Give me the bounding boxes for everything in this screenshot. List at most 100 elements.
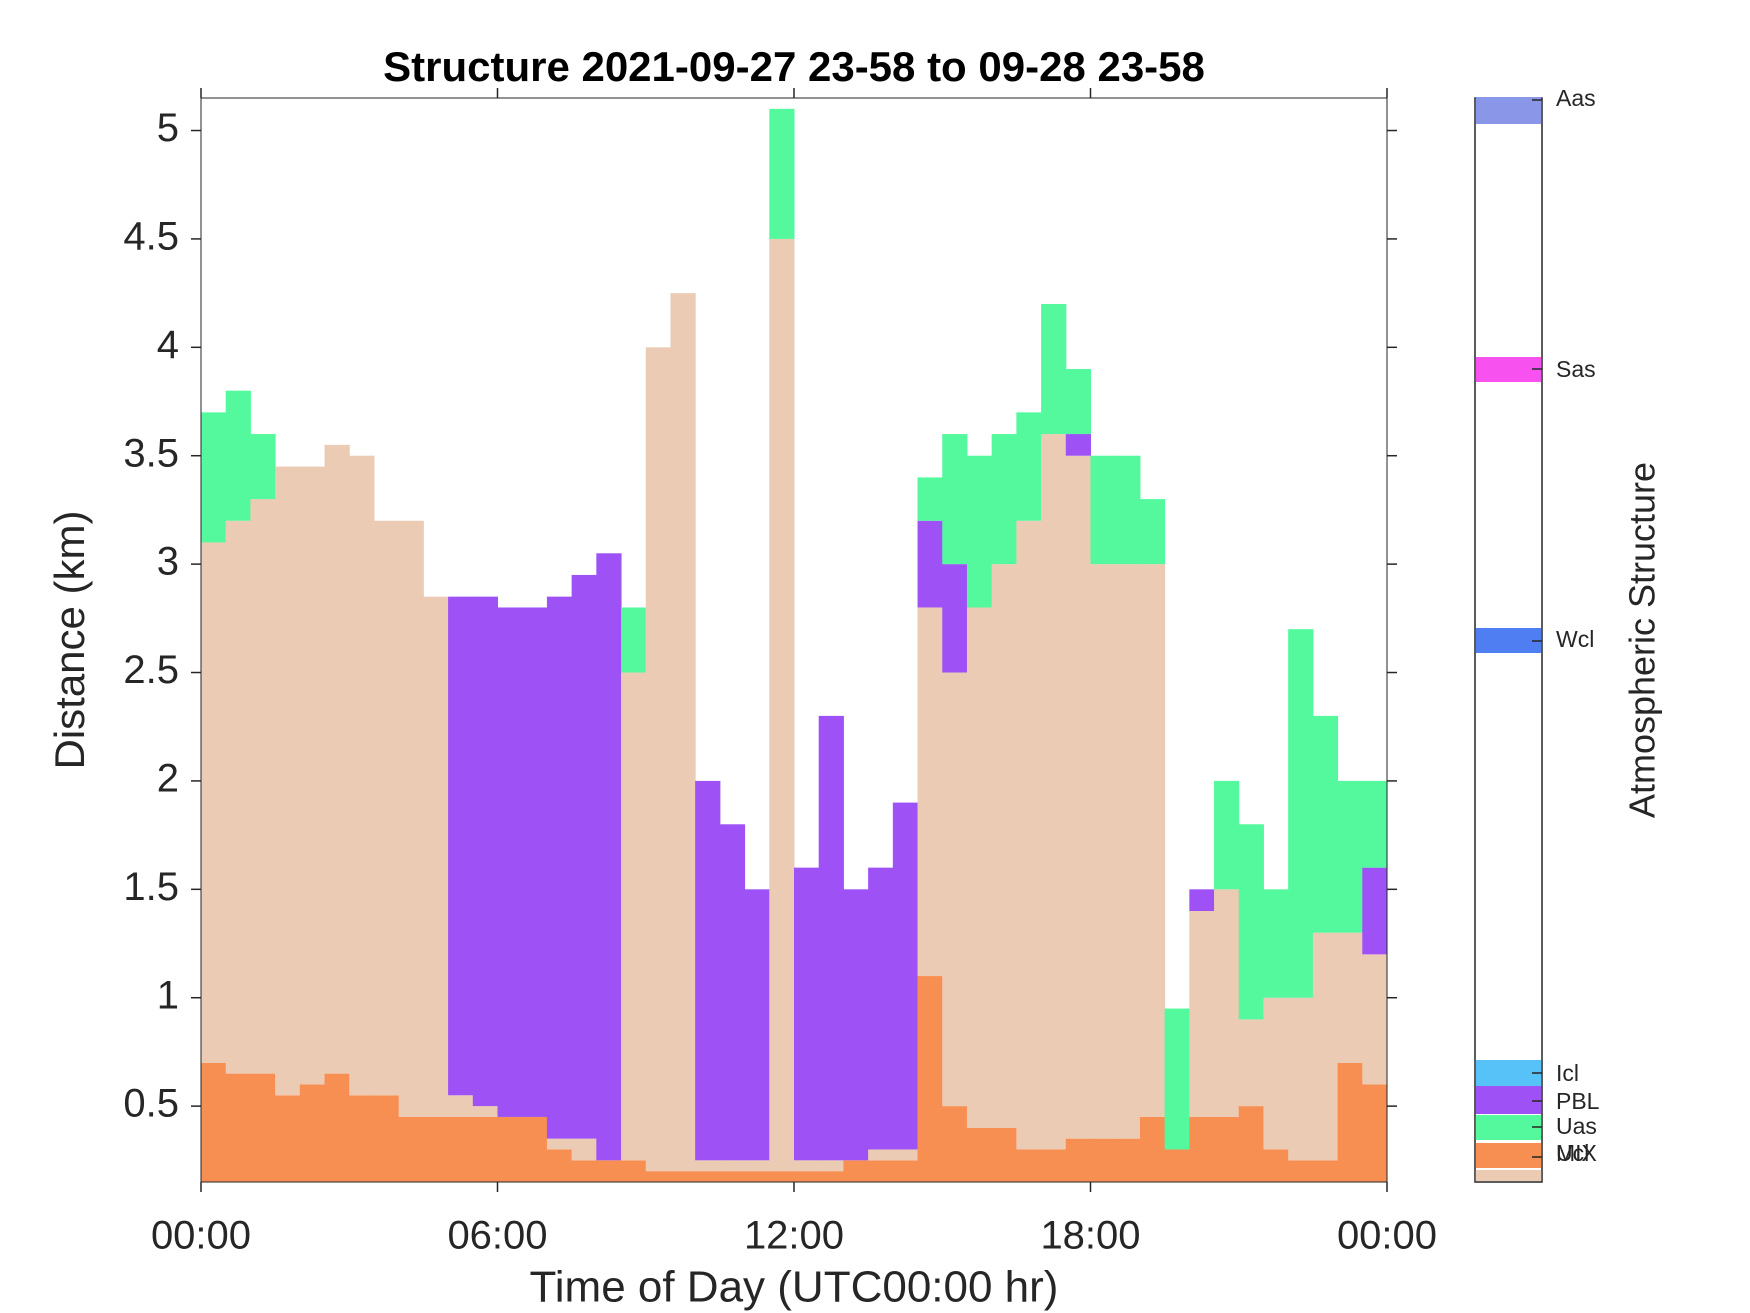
- colorbar-tick-label: Wcl: [1556, 626, 1594, 652]
- bar-segment: [1263, 889, 1289, 998]
- bar-segment: [966, 455, 993, 608]
- bar-segment: [1362, 780, 1387, 868]
- chart-title: Structure 2021-09-27 23-58 to 09-28 23-5…: [383, 43, 1205, 90]
- bar-segment: [868, 867, 894, 1150]
- colorbar-label: Atmospheric Structure: [1622, 462, 1663, 818]
- bar-segment: [1016, 520, 1042, 1150]
- colorbar-tick-label: MIX: [1556, 1140, 1597, 1166]
- y-tick-label: 1.5: [123, 865, 179, 909]
- bar-segment: [373, 520, 400, 1096]
- colorbar-tick-label: Icl: [1556, 1060, 1579, 1086]
- bar-segment: [991, 564, 1017, 1128]
- bar-segment: [942, 1106, 968, 1182]
- bar-segment: [868, 1149, 894, 1161]
- bar-segment: [1288, 629, 1314, 998]
- bar-segment: [349, 455, 375, 1096]
- bar-segment: [1238, 824, 1264, 1020]
- bar-segment: [991, 1127, 1017, 1182]
- bar-segment: [250, 1073, 276, 1182]
- bar-segment: [1065, 369, 1091, 435]
- bar-segment: [448, 596, 474, 1096]
- bar-segment: [1189, 889, 1215, 911]
- bar-segment: [645, 347, 671, 1172]
- bars: [201, 108, 1387, 1182]
- bar-segment: [1189, 911, 1215, 1117]
- colorbar-tick-label: PBL: [1556, 1088, 1600, 1114]
- bar-segment: [1115, 564, 1141, 1139]
- bar-segment: [794, 1160, 820, 1172]
- bar-segment: [1115, 455, 1141, 565]
- bar-segment: [546, 596, 573, 1139]
- bar-segment: [917, 520, 943, 608]
- bar-segment: [917, 477, 943, 521]
- bar-segment: [942, 564, 968, 673]
- bar-segment: [275, 466, 301, 1096]
- x-tick-label: 00:00: [1337, 1214, 1437, 1258]
- bar-segment: [1041, 1149, 1067, 1182]
- bar-segment: [324, 1073, 350, 1182]
- bar-segment: [299, 466, 326, 1085]
- bar-segment: [1263, 1149, 1289, 1182]
- bar-segment: [571, 1160, 597, 1182]
- x-tick-label: 00:00: [151, 1214, 251, 1258]
- bar-segment: [1115, 1138, 1141, 1182]
- colorbar-band: [1475, 1060, 1542, 1086]
- bar-segment: [1164, 1008, 1190, 1150]
- bar-segment: [695, 1160, 721, 1172]
- bar-segment: [423, 1116, 449, 1182]
- bar-segment: [1090, 1138, 1116, 1182]
- bar-segment: [818, 1171, 844, 1182]
- bar-segment: [546, 1138, 573, 1150]
- bar-segment: [1288, 1160, 1314, 1182]
- bar-segment: [670, 1171, 696, 1182]
- bar-segment: [1312, 932, 1339, 1161]
- bar-segment: [1164, 1149, 1190, 1182]
- bar-segment: [1238, 1019, 1264, 1107]
- bar-segment: [719, 824, 746, 1161]
- bar-segment: [546, 1149, 573, 1182]
- colorbar-band: [1475, 1143, 1542, 1168]
- bar-segment: [966, 607, 993, 1128]
- bar-segment: [1139, 499, 1166, 565]
- colorbar-tick-label: Sas: [1556, 356, 1596, 382]
- y-tick-label: 1: [157, 973, 179, 1017]
- bar-segment: [769, 238, 795, 1172]
- bar-segment: [769, 108, 795, 239]
- bar-segment: [1362, 1084, 1387, 1182]
- bar-segment: [1312, 715, 1339, 933]
- x-tick-label: 06:00: [447, 1214, 547, 1258]
- x-tick-label: 18:00: [1040, 1214, 1140, 1258]
- bar-segment: [472, 596, 498, 1107]
- bar-segment: [497, 607, 523, 1117]
- bar-segment: [373, 1095, 400, 1182]
- bar-segment: [645, 1171, 671, 1182]
- colorbar-tick-label: Aas: [1556, 85, 1596, 111]
- bar-segment: [1337, 1062, 1363, 1182]
- colorbar-band: [1475, 1115, 1542, 1140]
- bar-segment: [1041, 434, 1067, 1150]
- y-tick-label: 4.5: [123, 214, 179, 258]
- bar-segment: [818, 715, 844, 1161]
- bar-segment: [423, 596, 449, 1117]
- bar-segment: [843, 889, 869, 1161]
- bar-segment: [225, 390, 251, 521]
- bar-segment: [497, 1116, 523, 1182]
- bar-segment: [917, 976, 943, 1182]
- bar-segment: [966, 1127, 993, 1182]
- bar-segment: [571, 574, 597, 1139]
- bar-segment: [892, 802, 919, 1150]
- y-tick-label: 2.5: [123, 648, 179, 692]
- bar-segment: [621, 1160, 647, 1182]
- bar-segment: [398, 1116, 424, 1182]
- bar-segment: [1016, 412, 1042, 521]
- bar-segment: [892, 1160, 919, 1182]
- bar-segment: [1041, 303, 1067, 435]
- bar-segment: [1238, 1106, 1264, 1182]
- colorbar-band: [1475, 357, 1542, 382]
- bar-segment: [1090, 564, 1116, 1139]
- bar-segment: [1139, 564, 1166, 1117]
- bar-segment: [1337, 780, 1363, 933]
- bar-segment: [917, 607, 943, 977]
- bar-segment: [1362, 954, 1387, 1085]
